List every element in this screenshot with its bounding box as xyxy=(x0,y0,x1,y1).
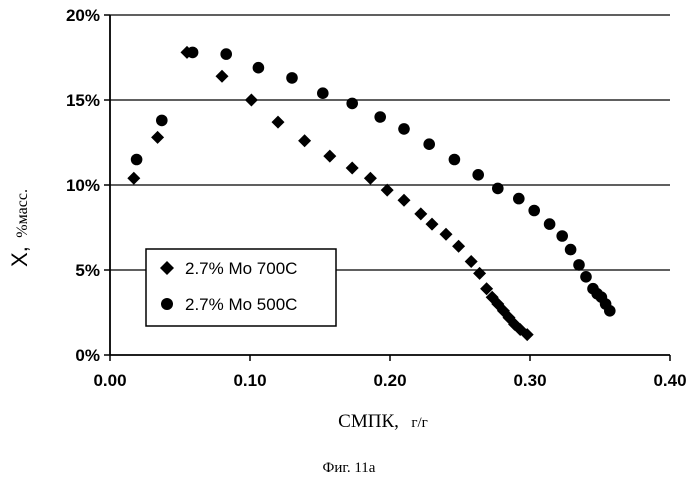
diamond-point xyxy=(127,172,140,185)
circle-point xyxy=(528,205,540,217)
diamond-point xyxy=(151,131,164,144)
circle-point xyxy=(286,72,298,84)
x-tick-label: 0.10 xyxy=(233,371,266,390)
x-tick-label: 0.00 xyxy=(93,371,126,390)
circle-point xyxy=(513,193,525,205)
circle-point xyxy=(374,111,386,123)
x-axis-label-main: СМПК, xyxy=(338,411,399,432)
diamond-point xyxy=(452,240,465,253)
diamond-point xyxy=(323,150,336,163)
y-tick-label: 15% xyxy=(66,91,100,110)
legend-label-500c: 2.7% Mo 500C xyxy=(185,295,297,314)
y-tick-label: 5% xyxy=(75,261,100,280)
y-tick-label: 0% xyxy=(75,346,100,365)
circle-point xyxy=(187,47,199,59)
diamond-point xyxy=(473,267,486,280)
diamond-point xyxy=(216,70,229,83)
circle-point xyxy=(492,183,504,195)
y-axis-label-main: X, xyxy=(7,246,32,267)
legend-label-700c: 2.7% Mo 700C xyxy=(185,259,297,278)
circle-point xyxy=(253,62,265,74)
circle-point xyxy=(423,138,435,150)
y-axis-label: X, %масс. xyxy=(7,189,32,267)
legend: 2.7% Mo 700C 2.7% Mo 500C xyxy=(146,249,336,326)
circle-point xyxy=(544,218,556,230)
y-tick-label: 20% xyxy=(66,6,100,25)
circle-point xyxy=(220,48,232,60)
x-tick-label: 0.40 xyxy=(653,371,686,390)
y-axis-label-unit: %масс. xyxy=(14,189,31,238)
x-tick-label: 0.30 xyxy=(513,371,546,390)
figure-caption: Фиг. 11a xyxy=(323,460,376,476)
diamond-point xyxy=(245,94,258,107)
diamond-point xyxy=(465,255,478,268)
legend-circle-marker xyxy=(161,298,173,310)
diamond-point xyxy=(364,172,377,185)
circle-point xyxy=(580,271,592,283)
diamond-point xyxy=(440,228,453,241)
diamond-point xyxy=(298,134,311,147)
x-axis-label: СМПК, г/г xyxy=(338,411,428,432)
x-axis-label-unit: г/г xyxy=(411,415,427,431)
circle-point xyxy=(604,305,616,317)
diamond-point xyxy=(346,162,359,175)
circle-point xyxy=(131,154,143,166)
y-tick-label: 10% xyxy=(66,176,100,195)
circle-point xyxy=(556,230,568,242)
circle-point xyxy=(565,244,577,256)
circle-point xyxy=(472,169,484,181)
circle-point xyxy=(346,98,358,110)
x-tick-labels: 0.00 0.10 0.20 0.30 0.40 xyxy=(93,371,686,390)
diamond-point xyxy=(426,218,439,231)
diamond-point xyxy=(272,116,285,129)
x-tick-label: 0.20 xyxy=(373,371,406,390)
circle-point xyxy=(317,87,329,99)
circle-point xyxy=(449,154,461,166)
y-tick-labels: 0% 5% 10% 15% 20% xyxy=(66,6,100,365)
diamond-point xyxy=(414,207,427,220)
circle-point xyxy=(573,259,585,271)
circle-point xyxy=(156,115,168,127)
circle-point xyxy=(398,123,410,135)
diamond-point xyxy=(398,194,411,207)
